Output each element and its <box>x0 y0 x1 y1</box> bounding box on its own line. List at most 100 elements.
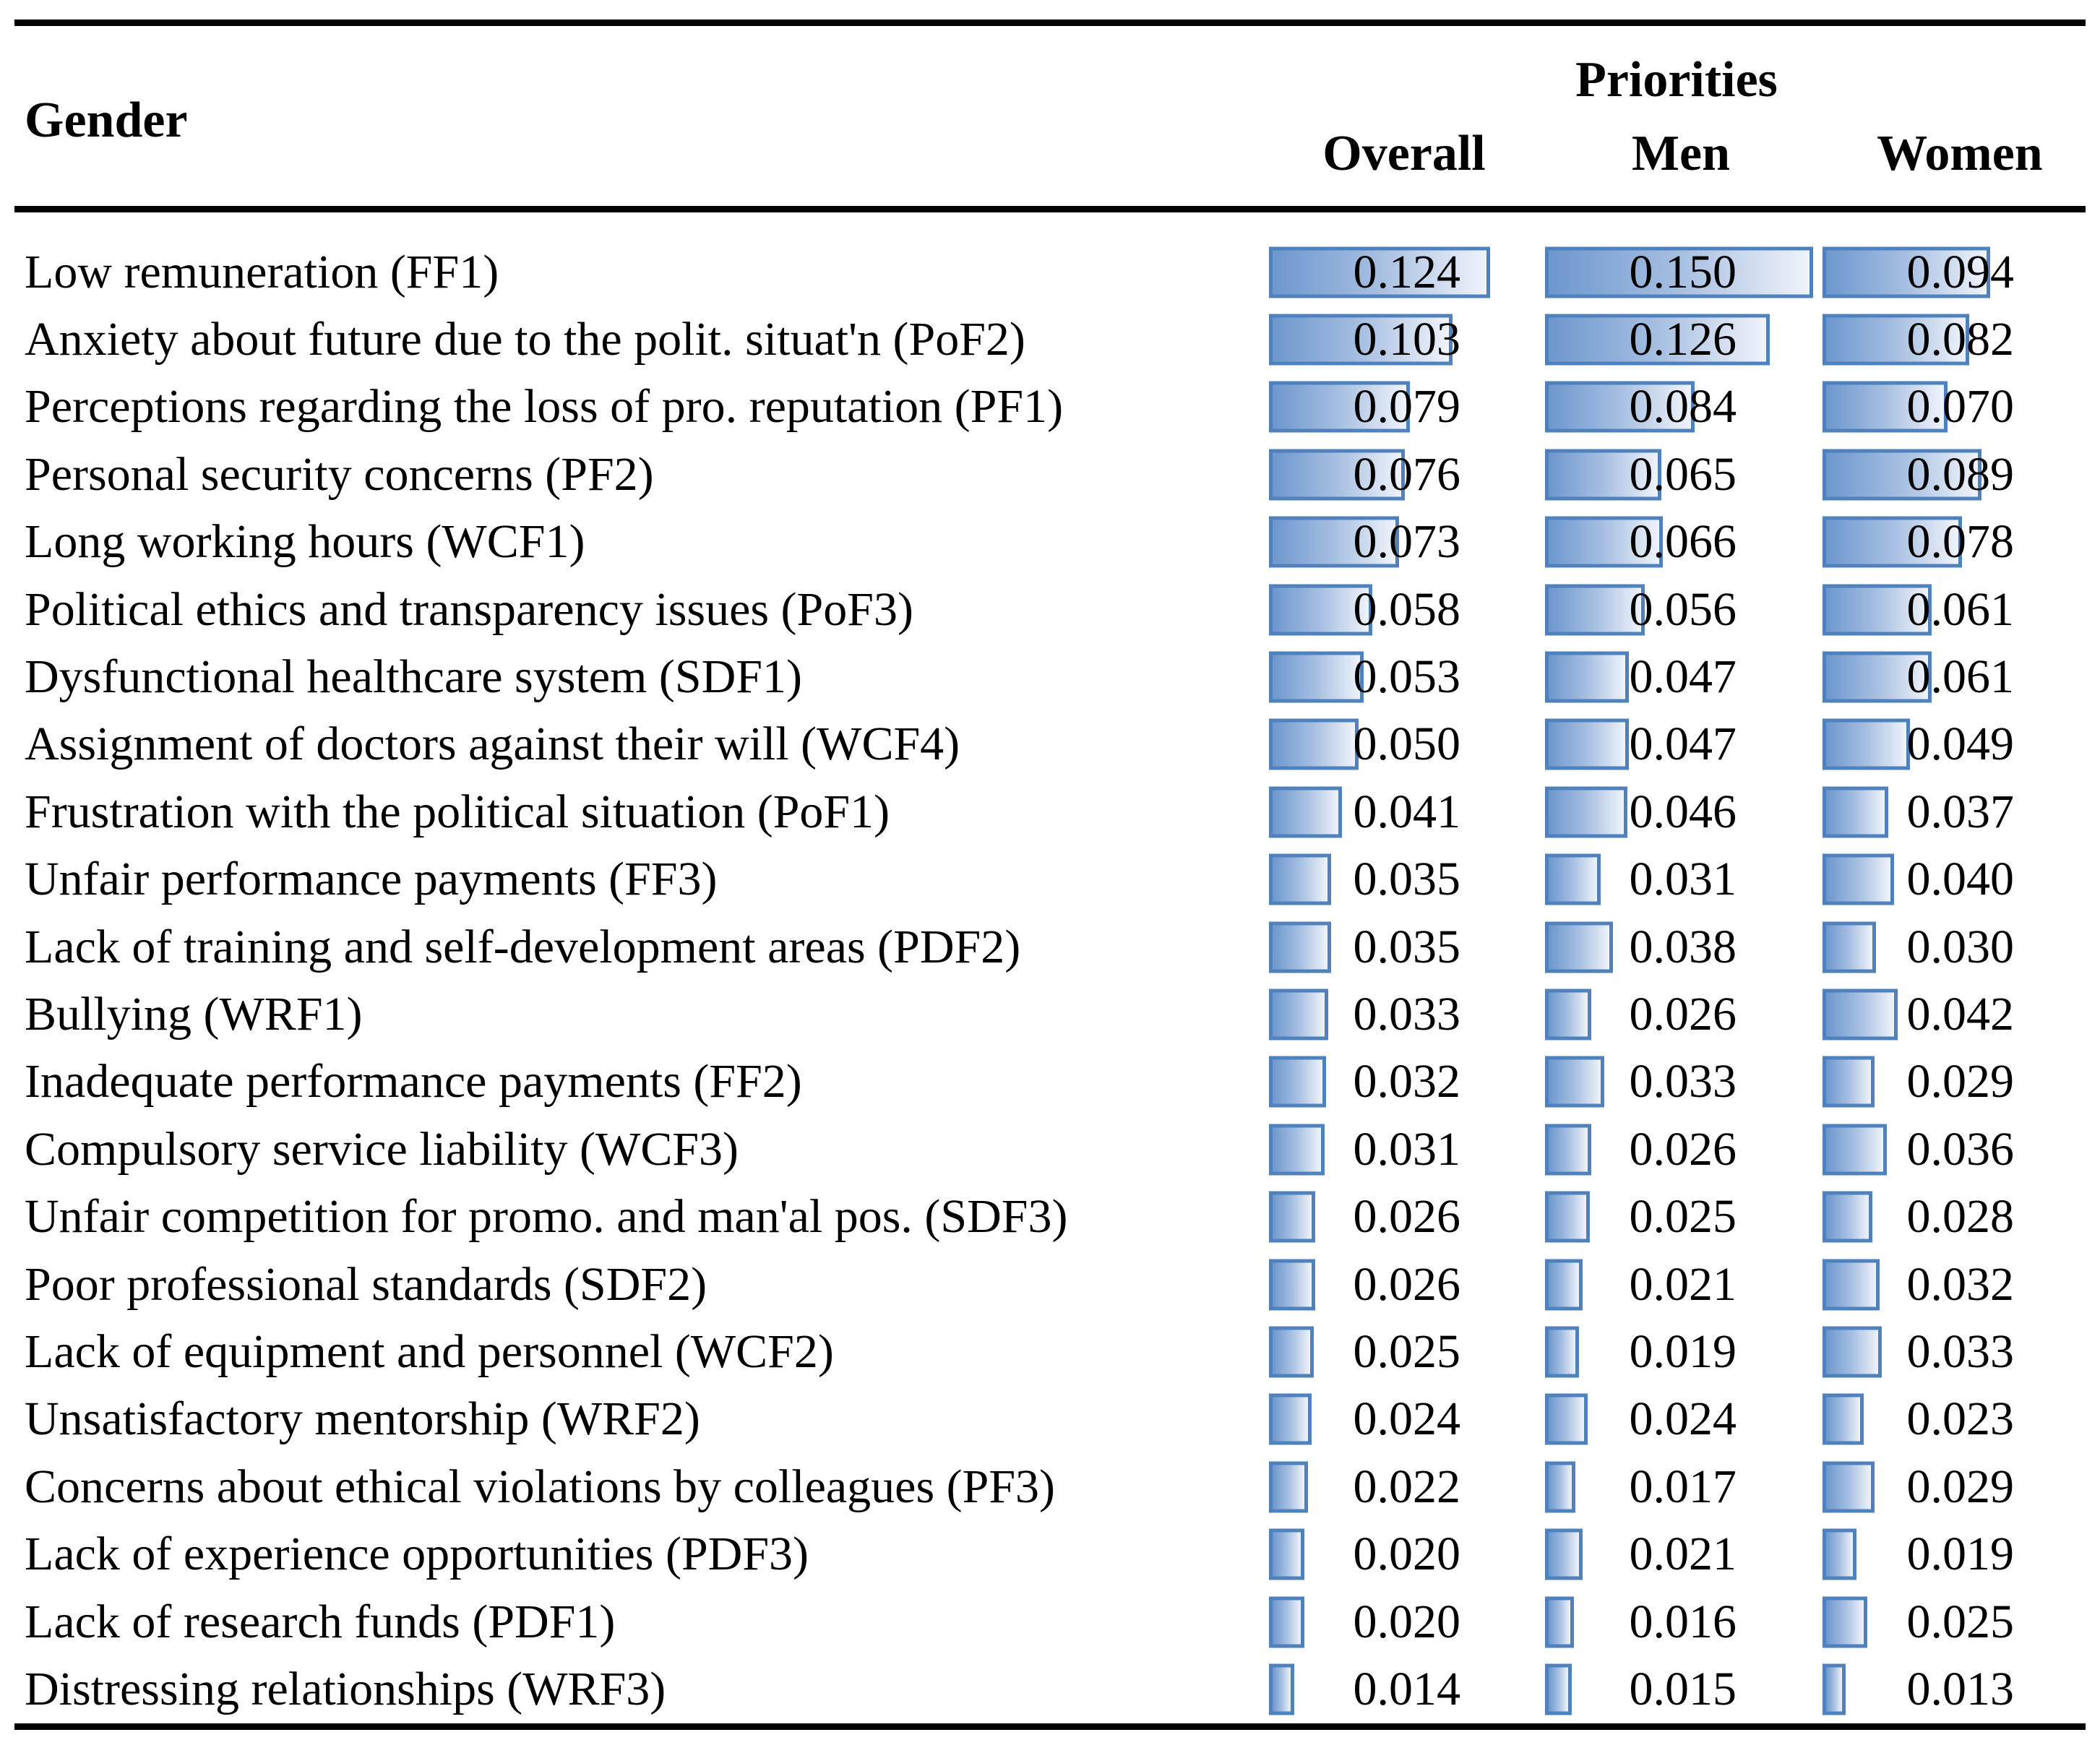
cell-value: 0.031 <box>1629 853 1737 906</box>
value-cell: 0.013 <box>1823 1655 2086 1723</box>
table-row: Unfair competition for promo. and man'al… <box>0 1183 2100 1250</box>
priorities-span-header: Priorities <box>1575 52 1778 108</box>
cell-value: 0.126 <box>1629 313 1737 366</box>
value-cell: 0.078 <box>1823 509 2086 576</box>
cell-value: 0.032 <box>1353 1055 1461 1108</box>
row-label: Low remuneration (FF1) <box>25 245 499 298</box>
value-cell: 0.028 <box>1823 1183 2086 1250</box>
row-label: Assignment of doctors against their will… <box>25 718 960 771</box>
row-label: Dysfunctional healthcare system (SDF1) <box>25 650 802 704</box>
data-bar <box>1545 1124 1591 1176</box>
value-cell: 0.079 <box>1269 374 1545 441</box>
value-cell: 0.041 <box>1269 778 1545 845</box>
cell-value: 0.020 <box>1353 1595 1461 1648</box>
value-cell: 0.032 <box>1823 1251 2086 1318</box>
data-bar <box>1269 921 1331 973</box>
data-bar <box>1823 584 1932 636</box>
data-bar <box>1545 584 1645 636</box>
row-label: Unfair performance payments (FF3) <box>25 853 718 906</box>
data-bar <box>1823 314 1969 366</box>
cell-value: 0.025 <box>1353 1325 1461 1378</box>
data-bar <box>1269 651 1364 703</box>
value-cell: 0.124 <box>1269 238 1545 306</box>
data-bar <box>1545 381 1695 433</box>
cell-value: 0.035 <box>1353 920 1461 973</box>
data-bar <box>1823 1663 1846 1715</box>
data-bar <box>1545 853 1601 905</box>
value-cell: 0.040 <box>1823 846 2086 913</box>
row-label: Bullying (WRF1) <box>25 987 363 1041</box>
row-label: Frustration with the political situation… <box>25 785 890 838</box>
row-label: Poor professional standards (SDF2) <box>25 1257 707 1311</box>
value-cell: 0.021 <box>1545 1251 1823 1318</box>
cell-value: 0.033 <box>1906 1325 2015 1378</box>
row-label: Political ethics and transparency issues… <box>25 582 913 636</box>
data-bar <box>1823 1461 1875 1513</box>
data-bar <box>1269 584 1372 636</box>
cell-value: 0.024 <box>1629 1392 1737 1446</box>
data-bar <box>1269 314 1453 366</box>
cell-value: 0.029 <box>1906 1055 2015 1108</box>
row-label: Compulsory service liability (WCF3) <box>25 1122 739 1176</box>
data-bar <box>1545 921 1613 973</box>
table-row: Unfair performance payments (FF3) 0.035 … <box>0 846 2100 913</box>
value-cell: 0.023 <box>1823 1386 2086 1453</box>
cell-value: 0.025 <box>1906 1595 2015 1648</box>
data-bar <box>1823 718 1910 770</box>
value-cell: 0.033 <box>1545 1048 1823 1116</box>
value-cell: 0.089 <box>1823 441 2086 508</box>
cell-value: 0.053 <box>1353 650 1461 704</box>
data-bar <box>1823 1528 1856 1580</box>
table-row: Bullying (WRF1) 0.033 0.026 0.042 <box>0 981 2100 1048</box>
value-cell: 0.025 <box>1269 1318 1545 1385</box>
value-cell: 0.019 <box>1823 1520 2086 1588</box>
table-row: Unsatisfactory mentorship (WRF2) 0.024 0… <box>0 1386 2100 1453</box>
data-bar <box>1545 1326 1579 1378</box>
cell-value: 0.103 <box>1353 313 1461 366</box>
value-cell: 0.035 <box>1269 913 1545 981</box>
row-label: Lack of experience opportunities (PDF3) <box>25 1528 809 1581</box>
data-bar <box>1269 449 1405 501</box>
cell-value: 0.065 <box>1629 447 1737 501</box>
data-bar <box>1545 1461 1575 1513</box>
value-cell: 0.015 <box>1545 1655 1823 1723</box>
cell-value: 0.035 <box>1353 853 1461 906</box>
value-cell: 0.024 <box>1269 1386 1545 1453</box>
data-bar <box>1545 1596 1574 1648</box>
cell-value: 0.021 <box>1629 1528 1737 1581</box>
value-cell: 0.038 <box>1545 913 1823 981</box>
cell-value: 0.026 <box>1353 1257 1461 1311</box>
row-label: Lack of research funds (PDF1) <box>25 1595 616 1648</box>
cell-value: 0.022 <box>1353 1460 1461 1513</box>
value-cell: 0.026 <box>1545 1116 1823 1183</box>
cell-value: 0.015 <box>1629 1662 1737 1715</box>
cell-value: 0.037 <box>1906 785 2015 838</box>
value-cell: 0.082 <box>1823 306 2086 373</box>
value-cell: 0.030 <box>1823 913 2086 981</box>
value-cell: 0.022 <box>1269 1453 1545 1520</box>
cell-value: 0.017 <box>1629 1460 1737 1513</box>
cell-value: 0.049 <box>1906 718 2015 771</box>
data-bar <box>1545 1393 1588 1445</box>
value-cell: 0.150 <box>1545 238 1823 306</box>
value-cell: 0.070 <box>1823 374 2086 441</box>
data-bar <box>1545 786 1627 838</box>
value-cell: 0.025 <box>1545 1183 1823 1250</box>
value-cell: 0.094 <box>1823 238 2086 306</box>
value-cell: 0.033 <box>1823 1318 2086 1385</box>
cell-value: 0.026 <box>1629 987 1737 1041</box>
data-bar <box>1545 651 1629 703</box>
table-row: Lack of equipment and personnel (WCF2) 0… <box>0 1318 2100 1385</box>
cell-value: 0.014 <box>1353 1662 1461 1715</box>
cell-value: 0.016 <box>1629 1595 1737 1648</box>
cell-value: 0.061 <box>1906 650 2015 704</box>
data-bar <box>1823 1124 1887 1176</box>
value-cell: 0.016 <box>1545 1588 1823 1655</box>
table-row: Perceptions regarding the loss of pro. r… <box>0 374 2100 441</box>
cell-value: 0.033 <box>1353 987 1461 1041</box>
cell-value: 0.056 <box>1629 582 1737 636</box>
value-cell: 0.103 <box>1269 306 1545 373</box>
data-bar <box>1269 1191 1315 1243</box>
cell-value: 0.021 <box>1629 1257 1737 1311</box>
cell-value: 0.079 <box>1353 380 1461 434</box>
